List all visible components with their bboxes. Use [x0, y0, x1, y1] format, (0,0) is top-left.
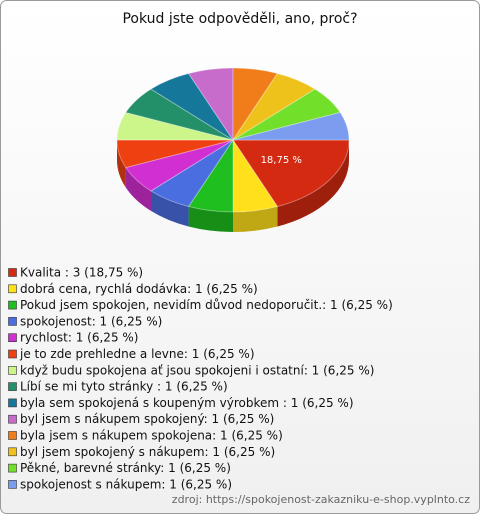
legend-label: dobrá cena, rychlá dodávka: 1 (6,25 %): [20, 282, 258, 296]
pie-side: [277, 140, 349, 227]
pie-side: [188, 206, 233, 232]
legend-label: Kvalita : 3 (18,75 %): [20, 266, 143, 280]
legend-swatch: [8, 447, 17, 457]
legend-swatch: [8, 349, 17, 359]
legend-swatch: [8, 284, 17, 294]
legend-label: byl jsem spokojený s nákupem: 1 (6,25 %): [20, 445, 275, 459]
pie-side-shade: [233, 206, 278, 232]
legend-swatch: [8, 300, 17, 310]
source: zdroj: https://spokojenost-zakazniku-e-s…: [172, 493, 470, 506]
pie-slice: [232, 138, 279, 213]
legend-label: spokojenost: 1 (6,25 %): [20, 314, 162, 328]
pie-slice: [232, 88, 341, 141]
legend-label: Pokud jsem spokojen, nevidím důvod nedop…: [20, 298, 393, 312]
legend-swatch: [8, 398, 17, 408]
legend-swatch: [8, 382, 17, 391]
legend-swatch: [8, 333, 17, 343]
legend-label: Pěkné, barevné stránky: 1 (6,25 %): [20, 461, 231, 475]
pie-side-shade: [117, 140, 126, 188]
legend-label: rychlost: 1 (6,25 %): [20, 331, 138, 345]
pie-side: [117, 140, 126, 188]
legend-label: byl jsem s nákupem spokojený: 1 (6,25 %): [20, 412, 274, 426]
chart-title: Pokud jste odpověděli, ano, proč?: [122, 11, 357, 27]
pie-slice: [116, 111, 234, 141]
pie-slice: [232, 67, 279, 142]
pie-side-shade: [125, 167, 151, 211]
pie-slice: [125, 139, 234, 192]
legend-swatch: [8, 317, 17, 326]
pie-side-shade: [188, 206, 233, 232]
legend-swatch: [8, 480, 17, 489]
pie-side-shade: [150, 190, 189, 227]
legend-label: byla sem spokojená s koupeným výrobkem :…: [20, 396, 354, 410]
pie-slice: [232, 72, 316, 141]
pie-slice: [125, 88, 234, 141]
pie-slice: [187, 138, 234, 213]
value-label: 18,75 %: [261, 155, 302, 166]
legend-swatch: [8, 414, 17, 424]
pie-slice: [150, 72, 234, 141]
pie-slice: [150, 139, 234, 208]
legend-swatch: [8, 365, 17, 375]
pie-side-shade: [277, 140, 349, 227]
pie-slice: [116, 139, 234, 169]
pie-side: [125, 167, 151, 211]
pie-side: [150, 190, 189, 227]
legend-swatch: [8, 431, 17, 440]
pie-slice: [232, 111, 350, 141]
legend-label: když budu spokojena ať jsou spokojeni i …: [20, 363, 374, 377]
legend-swatch: [8, 268, 17, 277]
legend-swatch: [8, 463, 17, 473]
legend-label: Líbí se mi tyto stránky : 1 (6,25 %): [20, 380, 228, 394]
legend-label: byla jsem s nákupem spokojena: 1 (6,25 %…: [20, 429, 283, 443]
pie-slice: [187, 67, 234, 142]
legend-label: je to zde prehledne a levne: 1 (6,25 %): [19, 347, 255, 361]
legend-label: spokojenost s nákupem: 1 (6,25 %): [20, 477, 232, 491]
pie-side: [233, 206, 278, 232]
pie-slice: [232, 139, 350, 208]
